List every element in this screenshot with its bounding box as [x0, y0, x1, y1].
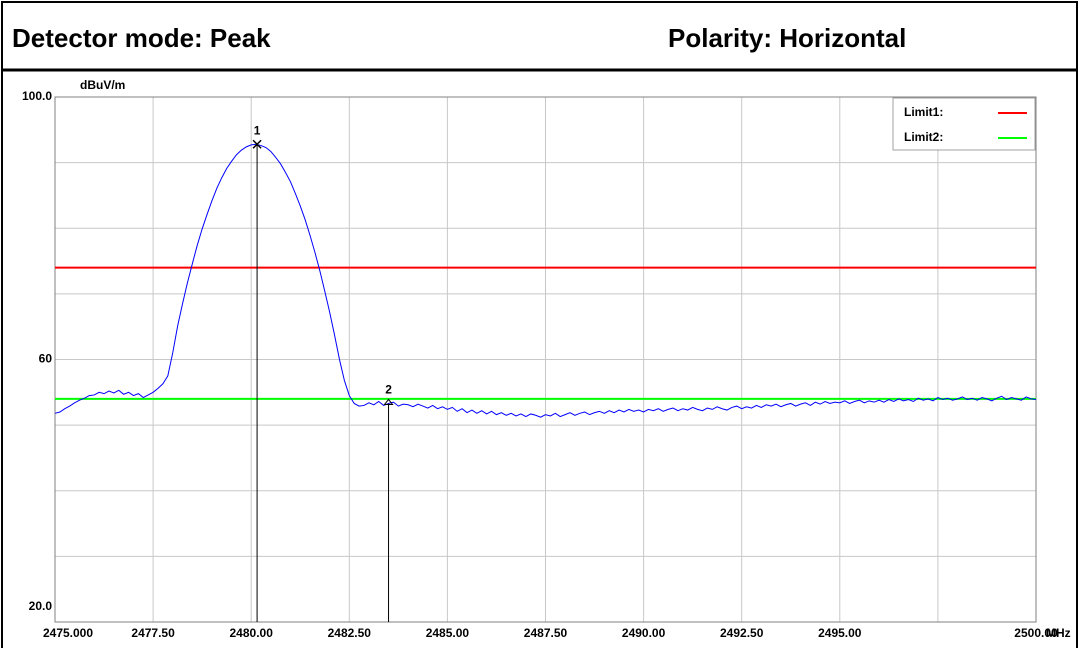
- legend-label: Limit2:: [904, 130, 943, 144]
- x-tick-label: 2482.50: [328, 626, 372, 640]
- trace: [54, 143, 1037, 418]
- x-tick-label: 2487.50: [524, 626, 568, 640]
- plot-frame: [54, 96, 1037, 623]
- legend-box: [892, 97, 1036, 151]
- detector-mode: Detector mode: Peak: [12, 23, 271, 53]
- y-tick-label: 60: [39, 352, 53, 366]
- x-tick-label: 2500.00: [1014, 626, 1058, 640]
- x-tick-label: 2485.00: [426, 626, 470, 640]
- polarity: Polarity: Horizontal: [668, 23, 906, 53]
- marker-label: 2: [385, 383, 392, 397]
- marker-label: 1: [254, 123, 261, 137]
- marker-symbol: [252, 139, 262, 149]
- x-tick-label: 2492.50: [720, 626, 764, 640]
- y-unit: dBuV/m: [80, 78, 125, 92]
- y-tick-label: 20.0: [29, 599, 53, 613]
- x-unit: MHz: [1046, 626, 1071, 640]
- x-tick-label: 2475.000: [43, 626, 93, 640]
- legend-label: Limit1:: [904, 105, 943, 119]
- marker-symbol: [383, 398, 394, 405]
- x-tick-label: 2495.00: [818, 626, 862, 640]
- x-tick-label: 2480.00: [230, 626, 274, 640]
- x-tick-label: 2477.50: [131, 626, 175, 640]
- y-tick-label: 100.0: [22, 89, 52, 103]
- x-tick-label: 2490.00: [622, 626, 666, 640]
